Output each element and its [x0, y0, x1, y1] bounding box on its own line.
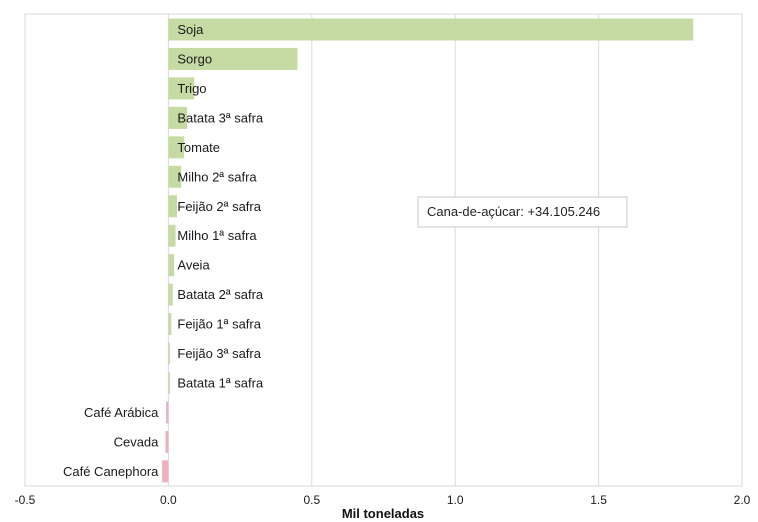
category-label: Café Arábica: [84, 405, 159, 420]
x-tick-labels: -0.5 0.0 0.5 1.0 1.5 2.0: [15, 493, 751, 507]
bar: [165, 430, 169, 453]
plot-area: [24, 13, 743, 487]
bar: [168, 18, 694, 41]
category-label: Batata 3ª safra: [177, 110, 264, 125]
bar: [168, 224, 176, 247]
annotation-text: Cana-de-açúcar: +34.105.246: [427, 204, 600, 219]
category-labels: Soja Sorgo Trigo Batata 3ª safra Tomate Milho…: [63, 22, 264, 479]
category-label: Milho 2ª safra: [177, 169, 257, 184]
bar: [168, 106, 188, 129]
x-tick-label: 0.0: [160, 493, 177, 507]
category-label: Feijão 3ª safra: [177, 346, 261, 361]
bars: [162, 18, 694, 483]
bar: [168, 195, 178, 218]
x-tick-label: 1.0: [447, 493, 464, 507]
bar: [168, 283, 173, 306]
bar: [168, 254, 175, 277]
x-tick-label: -0.5: [15, 493, 36, 507]
x-axis-title: Mil toneladas: [342, 506, 424, 521]
bar: [168, 342, 170, 365]
bar: [168, 136, 185, 159]
category-label: Batata 1ª safra: [177, 376, 264, 391]
category-label: Cevada: [114, 434, 160, 449]
category-label: Trigo: [177, 81, 206, 96]
x-tick-label: 2.0: [734, 493, 751, 507]
category-label: Aveia: [177, 258, 210, 273]
annotation-box: Cana-de-açúcar: +34.105.246: [417, 196, 628, 228]
bar: [168, 47, 298, 70]
bar: [162, 460, 169, 483]
category-label: Café Canephora: [63, 464, 159, 479]
category-label: Milho 1ª safra: [177, 228, 257, 243]
bar: [168, 165, 182, 188]
category-label: Soja: [177, 22, 204, 37]
category-label: Feijão 1ª safra: [177, 317, 261, 332]
x-tick-label: 0.5: [303, 493, 320, 507]
x-tick-label: 1.5: [590, 493, 607, 507]
category-label: Batata 2ª safra: [177, 287, 264, 302]
bar: [168, 313, 172, 336]
category-label: Feijão 2ª safra: [177, 199, 261, 214]
category-label: Tomate: [177, 140, 220, 155]
annotation-border: [417, 196, 628, 228]
bar: [166, 401, 169, 424]
category-label: Sorgo: [177, 51, 212, 66]
bar: [168, 77, 195, 100]
bar: [168, 372, 170, 395]
